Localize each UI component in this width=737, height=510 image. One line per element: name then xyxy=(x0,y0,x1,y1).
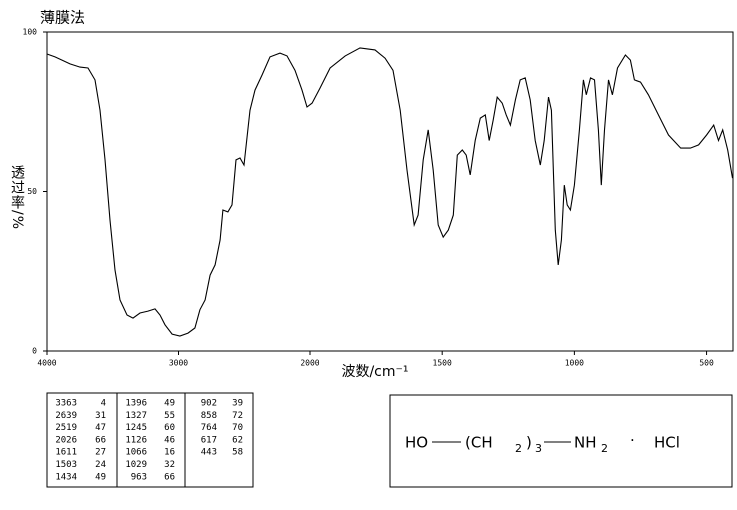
peak-transmittance: 58 xyxy=(232,448,243,458)
peak-transmittance: 39 xyxy=(232,399,243,409)
peak-transmittance: 62 xyxy=(232,435,243,445)
peak-wavenumber: 2519 xyxy=(55,423,77,433)
peak-transmittance: 70 xyxy=(232,423,243,433)
peak-wavenumber: 764 xyxy=(201,423,217,433)
peak-transmittance: 49 xyxy=(164,399,175,409)
x-tick-label: 4000 xyxy=(37,359,56,368)
peak-wavenumber: 2026 xyxy=(55,435,77,445)
peak-wavenumber: 858 xyxy=(201,411,217,421)
plot-frame xyxy=(46,31,734,352)
peak-wavenumber: 1126 xyxy=(125,435,147,445)
peak-wavenumber: 1434 xyxy=(55,472,77,482)
y-tick-label: 50 xyxy=(27,187,37,196)
structure-frame xyxy=(389,394,733,488)
peak-wavenumber: 617 xyxy=(201,435,217,445)
peak-transmittance: 55 xyxy=(164,411,175,421)
formula-part: NH xyxy=(574,434,597,452)
peak-transmittance: 49 xyxy=(95,472,106,482)
formula-subscript: 3 xyxy=(535,442,542,455)
spectrum-line xyxy=(46,47,734,337)
y-axis-label: 透过率/% xyxy=(9,165,25,230)
peak-wavenumber: 902 xyxy=(201,399,217,409)
peak-wavenumber: 1396 xyxy=(125,399,147,409)
peak-transmittance: 16 xyxy=(164,448,175,458)
peak-wavenumber: 963 xyxy=(131,472,147,482)
formula-subscript: 2 xyxy=(515,442,522,455)
peak-table-frame xyxy=(46,392,254,488)
x-tick-label: 1000 xyxy=(565,359,584,368)
peak-wavenumber: 1245 xyxy=(125,423,147,433)
peak-transmittance: 27 xyxy=(95,448,106,458)
x-tick-label: 500 xyxy=(699,359,714,368)
peak-transmittance: 24 xyxy=(95,460,106,470)
peak-transmittance: 72 xyxy=(232,411,243,421)
peak-wavenumber: 1066 xyxy=(125,448,147,458)
peak-transmittance: 66 xyxy=(95,435,106,445)
peak-transmittance: 4 xyxy=(101,399,106,409)
formula-part: (CH xyxy=(465,434,493,452)
peak-wavenumber: 2639 xyxy=(55,411,77,421)
chart-title: 薄膜法 xyxy=(40,9,85,27)
formula-part: HO xyxy=(405,434,428,452)
formula-part: · xyxy=(630,432,635,450)
peak-transmittance: 31 xyxy=(95,411,106,421)
peak-wavenumber: 443 xyxy=(201,448,217,458)
structure-formula: HO (CH 2 ) 3 NH 2 · HCl xyxy=(405,432,680,456)
x-tick-label: 2000 xyxy=(300,359,319,368)
peak-transmittance: 60 xyxy=(164,423,175,433)
y-tick-label: 100 xyxy=(23,28,38,37)
peak-wavenumber: 1327 xyxy=(125,411,147,421)
peak-wavenumber: 3363 xyxy=(55,399,77,409)
formula-part: HCl xyxy=(654,434,680,452)
x-axis-label: 波数/cm⁻¹ xyxy=(341,364,408,380)
peak-wavenumber: 1611 xyxy=(55,448,77,458)
peak-transmittance: 66 xyxy=(164,472,175,482)
peak-transmittance: 47 xyxy=(95,423,106,433)
x-tick-label: 1500 xyxy=(433,359,452,368)
peak-wavenumber: 1503 xyxy=(55,460,77,470)
formula-part: ) xyxy=(526,434,532,452)
peak-transmittance: 32 xyxy=(164,460,175,470)
formula-subscript: 2 xyxy=(601,442,608,455)
peak-transmittance: 46 xyxy=(164,435,175,445)
x-tick-label: 3000 xyxy=(169,359,188,368)
y-tick-label: 0 xyxy=(32,347,37,356)
peak-wavenumber: 1029 xyxy=(125,460,147,470)
